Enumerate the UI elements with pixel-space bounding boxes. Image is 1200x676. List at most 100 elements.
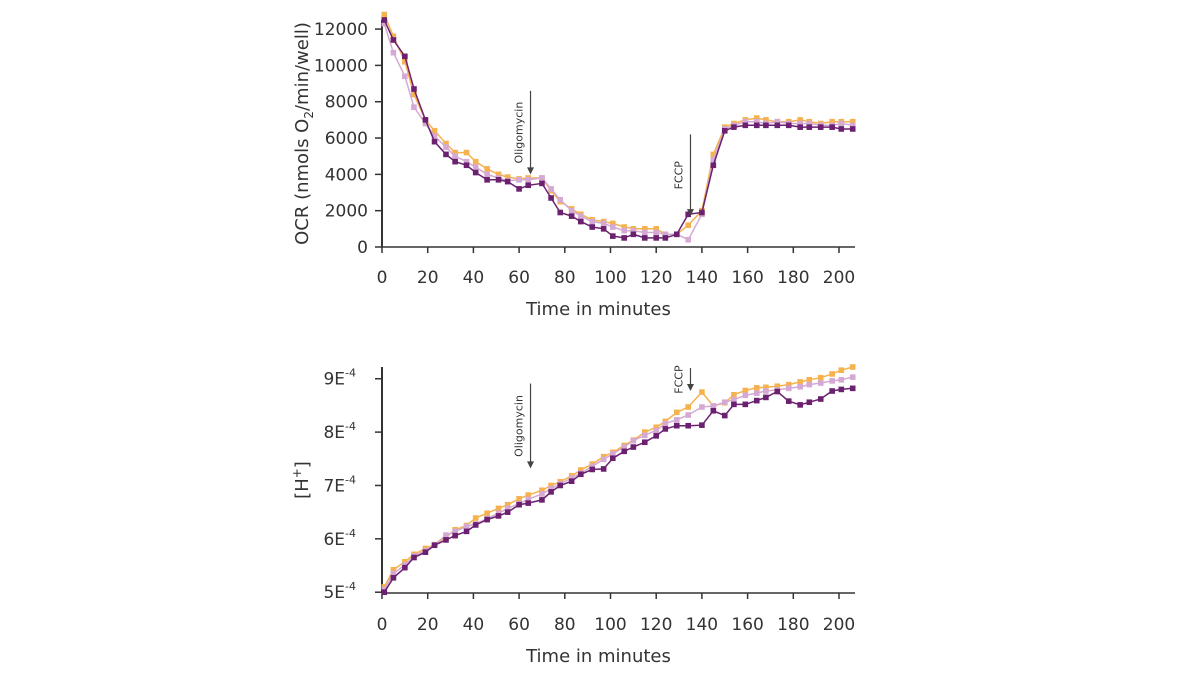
data-point [472, 164, 479, 170]
data-point [742, 401, 749, 408]
data-point [504, 509, 511, 515]
data-point [763, 388, 769, 394]
data-point [662, 231, 669, 238]
data-point [516, 501, 522, 508]
data-point [463, 162, 470, 169]
y-axis-label: [H+] [290, 461, 313, 499]
y-tick-label: 7E-4 [323, 473, 356, 496]
data-point [525, 500, 532, 506]
series-line [383, 366, 853, 588]
data-point [630, 444, 637, 450]
data-point [731, 124, 737, 130]
data-point [431, 127, 438, 134]
data-point [589, 218, 596, 225]
x-tick-label: 160 [731, 615, 763, 635]
data-point [621, 444, 628, 450]
data-point [381, 589, 388, 595]
annotation: FCCP [672, 365, 694, 394]
data-point [452, 153, 458, 159]
data-point [539, 175, 545, 181]
data-point [452, 528, 458, 535]
annotation-arrowhead [527, 461, 535, 469]
annotation-arrowhead [527, 167, 535, 175]
data-point [411, 86, 417, 92]
data-point [568, 213, 575, 219]
data-point [381, 20, 388, 27]
data-point [452, 149, 458, 156]
data-point [797, 120, 803, 127]
data-point [673, 409, 680, 416]
data-point [577, 471, 584, 478]
data-point [525, 177, 532, 183]
data-point [589, 466, 596, 473]
data-point [849, 364, 856, 370]
data-point [785, 398, 792, 404]
data-point [402, 564, 408, 571]
data-point [443, 140, 449, 147]
data-point [753, 385, 760, 391]
data-point [504, 501, 511, 508]
series [381, 11, 856, 238]
data-point [829, 371, 835, 377]
data-point [849, 374, 856, 380]
data-point [849, 126, 856, 132]
data-point [484, 171, 490, 178]
data-point [548, 186, 554, 192]
data-point [753, 115, 760, 121]
data-point [806, 381, 813, 388]
data-point [742, 387, 749, 394]
y-tick-label: 2000 [325, 202, 368, 222]
data-point [641, 229, 648, 236]
y-tick-label: 6E-4 [323, 527, 356, 550]
x-tick-label: 200 [823, 268, 855, 288]
annotation-label: Oligomycin [513, 102, 526, 164]
y-axis-label: OCR (nmols O2/min/well) [292, 22, 316, 245]
data-point [653, 229, 660, 236]
data-point [548, 489, 554, 495]
data-point [763, 394, 769, 401]
data-point [600, 456, 607, 463]
x-tick-label: 140 [686, 615, 718, 635]
data-point [797, 124, 803, 130]
annotation: Oligomycin [513, 383, 535, 469]
data-point [797, 379, 803, 385]
data-point [390, 49, 397, 56]
data-point [653, 235, 660, 241]
data-point [774, 118, 781, 125]
data-point [641, 429, 648, 435]
data-point [829, 124, 835, 130]
data-point [577, 467, 584, 473]
data-point [463, 158, 470, 165]
data-point [710, 151, 717, 158]
data-point [838, 367, 845, 374]
data-point [621, 448, 628, 455]
data-point [472, 158, 479, 165]
data-point [548, 485, 554, 492]
data-point [495, 177, 502, 183]
annotation-label: FCCP [672, 365, 685, 394]
data-point [653, 424, 660, 431]
data-point [673, 231, 680, 238]
x-tick-label: 0 [377, 615, 388, 635]
data-point [495, 513, 502, 519]
data-point [431, 138, 438, 145]
data-point [829, 118, 835, 125]
data-point [806, 120, 813, 127]
y-tick-label: 0 [357, 238, 368, 258]
data-point [539, 491, 545, 497]
data-point [390, 566, 397, 573]
x-tick-label: 80 [554, 615, 576, 635]
data-point [609, 220, 616, 227]
data-point [662, 235, 669, 241]
data-point [797, 383, 803, 390]
data-point [721, 399, 728, 406]
data-point [685, 412, 691, 418]
data-point [484, 177, 490, 183]
data-point [381, 17, 388, 23]
x-tick-label: 80 [554, 268, 576, 288]
data-point [431, 133, 438, 140]
data-point [577, 218, 584, 225]
data-point [849, 122, 856, 129]
data-point [797, 117, 803, 123]
